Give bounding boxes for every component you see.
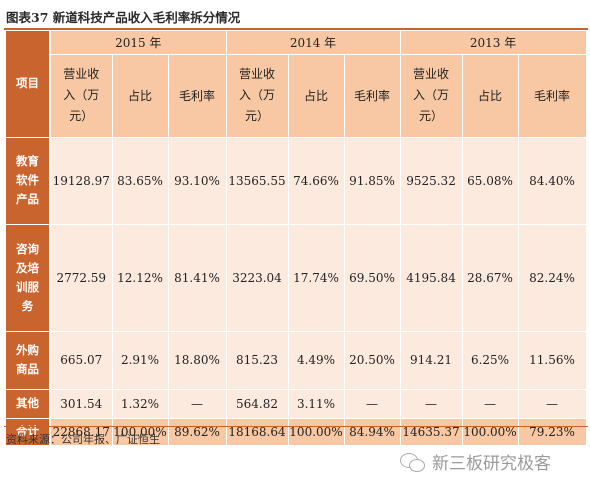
cell: 89.62%: [168, 418, 227, 446]
bottom-rule: [4, 426, 588, 427]
cell: 84.94%: [344, 418, 401, 446]
cell: 93.10%: [168, 137, 227, 225]
cell: 9525.32: [400, 137, 463, 225]
revenue-margin-table: 项目 2015 年 2014 年 2013 年 营业收 入（万 元） 占比 毛利率 …: [6, 31, 587, 446]
cell: 81.41%: [168, 224, 227, 332]
cell: 22868.17: [50, 418, 113, 446]
cell: 2.91%: [112, 331, 169, 390]
cell: 91.85%: [344, 137, 401, 225]
cell: —: [400, 389, 463, 419]
cell: —: [518, 389, 587, 419]
cell: 74.66%: [288, 137, 345, 225]
cell: 65.08%: [462, 137, 519, 225]
row-label-total: 合计: [6, 418, 51, 446]
col-header-revenue: 营业收 入（万 元）: [226, 54, 289, 138]
cell: 11.56%: [518, 331, 587, 390]
cell: 100.00%: [112, 418, 169, 446]
year-header-2015: 2015 年: [50, 31, 227, 55]
wechat-icon: [400, 451, 426, 473]
cell: 815.23: [226, 331, 289, 390]
cell: —: [344, 389, 401, 419]
cell: 12.12%: [112, 224, 169, 332]
cell: 69.50%: [344, 224, 401, 332]
cell: 4195.84: [400, 224, 463, 332]
row-label-education-software: 教育 软件 产品: [6, 137, 51, 225]
table-row: 外购 商品 665.07 2.91% 18.80% 815.23 4.49% 20…: [6, 331, 587, 390]
cell: 301.54: [50, 389, 113, 419]
cell: —: [168, 389, 227, 419]
cell: 914.21: [400, 331, 463, 390]
row-label-purchased-goods: 外购 商品: [6, 331, 51, 390]
cell: 1.32%: [112, 389, 169, 419]
year-header-2013: 2013 年: [400, 31, 587, 55]
col-header-share: 占比: [462, 54, 519, 138]
col-header-margin: 毛利率: [168, 54, 227, 138]
cell: 18168.64: [226, 418, 289, 446]
cell: 18.80%: [168, 331, 227, 390]
cell: 100.00%: [288, 418, 345, 446]
table-row-total: 合计 22868.17 100.00% 89.62% 18168.64 100.…: [6, 418, 587, 446]
col-header-revenue: 营业收 入（万 元）: [50, 54, 113, 138]
cell: 82.24%: [518, 224, 587, 332]
col-header-revenue: 营业收 入（万 元）: [400, 54, 463, 138]
cell: —: [462, 389, 519, 419]
cell: 2772.59: [50, 224, 113, 332]
cell: 19128.97: [50, 137, 113, 225]
cell: 4.49%: [288, 331, 345, 390]
watermark: 新三板研究极客: [400, 449, 551, 474]
row-label-other: 其他: [6, 389, 51, 419]
cell: 13565.55: [226, 137, 289, 225]
cell: 3223.04: [226, 224, 289, 332]
col-header-margin: 毛利率: [518, 54, 587, 138]
cell: 83.65%: [112, 137, 169, 225]
year-header-2014: 2014 年: [226, 31, 401, 55]
col-header-share: 占比: [112, 54, 169, 138]
col-header-share: 占比: [288, 54, 345, 138]
cell: 100.00%: [462, 418, 519, 446]
cell: 665.07: [50, 331, 113, 390]
source-note: 资料来源：公司年报、广证恒生: [6, 433, 160, 446]
cell: 28.67%: [462, 224, 519, 332]
cell: 20.50%: [344, 331, 401, 390]
cell: 17.74%: [288, 224, 345, 332]
cell: 6.25%: [462, 331, 519, 390]
row-label-consulting-training: 咨询 及培 训服务: [6, 224, 51, 332]
cell: 84.40%: [518, 137, 587, 225]
table-row: 咨询 及培 训服务 2772.59 12.12% 81.41% 3223.04 17…: [6, 224, 587, 332]
cell: 3.11%: [288, 389, 345, 419]
watermark-text: 新三板研究极客: [432, 454, 551, 474]
cell: 564.82: [226, 389, 289, 419]
table-row: 其他 301.54 1.32% — 564.82 3.11% — — — —: [6, 389, 587, 419]
cell: 79.23%: [518, 418, 587, 446]
row-header-label: 项目: [6, 31, 51, 138]
col-header-margin: 毛利率: [344, 54, 401, 138]
figure-title: 图表37 新道科技产品收入毛利率拆分情况: [6, 10, 241, 25]
cell: 14635.37: [400, 418, 463, 446]
table-row: 教育 软件 产品 19128.97 83.65% 93.10% 13565.55 7…: [6, 137, 587, 225]
title-rule: [4, 28, 588, 30]
